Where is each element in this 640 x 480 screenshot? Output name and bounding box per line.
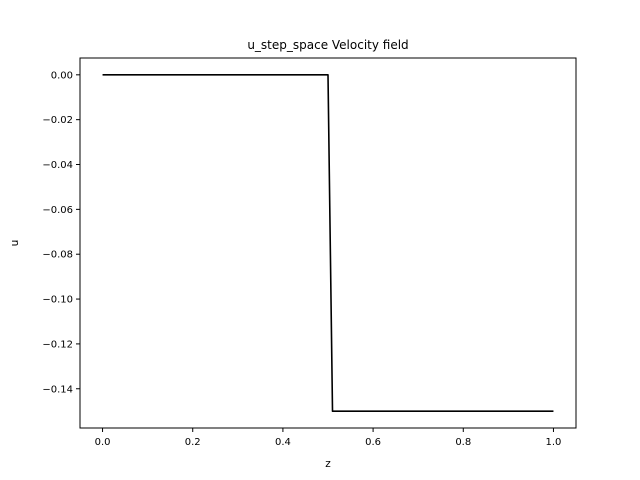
x-tick-label: 0.6 bbox=[365, 437, 381, 448]
y-tick-label: 0.00 bbox=[51, 70, 73, 81]
y-tick-label: −0.10 bbox=[42, 295, 73, 306]
x-axis: 0.0 0.2 0.4 0.6 0.8 1.0 bbox=[95, 428, 562, 448]
x-tick-label: 0.2 bbox=[185, 437, 201, 448]
x-tick-label: 1.0 bbox=[546, 437, 562, 448]
y-tick-label: −0.04 bbox=[42, 160, 73, 171]
y-tick-label: −0.12 bbox=[42, 339, 73, 350]
y-axis: 0.00 −0.02 −0.04 −0.06 −0.08 −0.10 −0.12 −0.14 bbox=[42, 70, 80, 395]
y-tick-label: −0.14 bbox=[42, 384, 73, 395]
y-tick-label: −0.08 bbox=[42, 250, 73, 261]
x-tick-label: 0.8 bbox=[455, 437, 471, 448]
x-tick-label: 0.4 bbox=[275, 437, 291, 448]
plot-area: 0.0 0.2 0.4 0.6 0.8 1.0 0.00 −0.02 −0.04 −0.06 −0… bbox=[42, 57, 577, 448]
y-tick-label: −0.02 bbox=[42, 115, 73, 126]
x-tick-label: 0.0 bbox=[95, 437, 111, 448]
x-axis-label: z bbox=[325, 458, 331, 470]
velocity-series-line bbox=[102, 74, 554, 412]
y-axis-label: u bbox=[9, 240, 21, 247]
plot-frame bbox=[79, 57, 577, 429]
series-layer bbox=[102, 74, 554, 412]
y-tick-label: −0.06 bbox=[42, 205, 73, 216]
chart-title: u_step_space Velocity field bbox=[247, 38, 408, 52]
